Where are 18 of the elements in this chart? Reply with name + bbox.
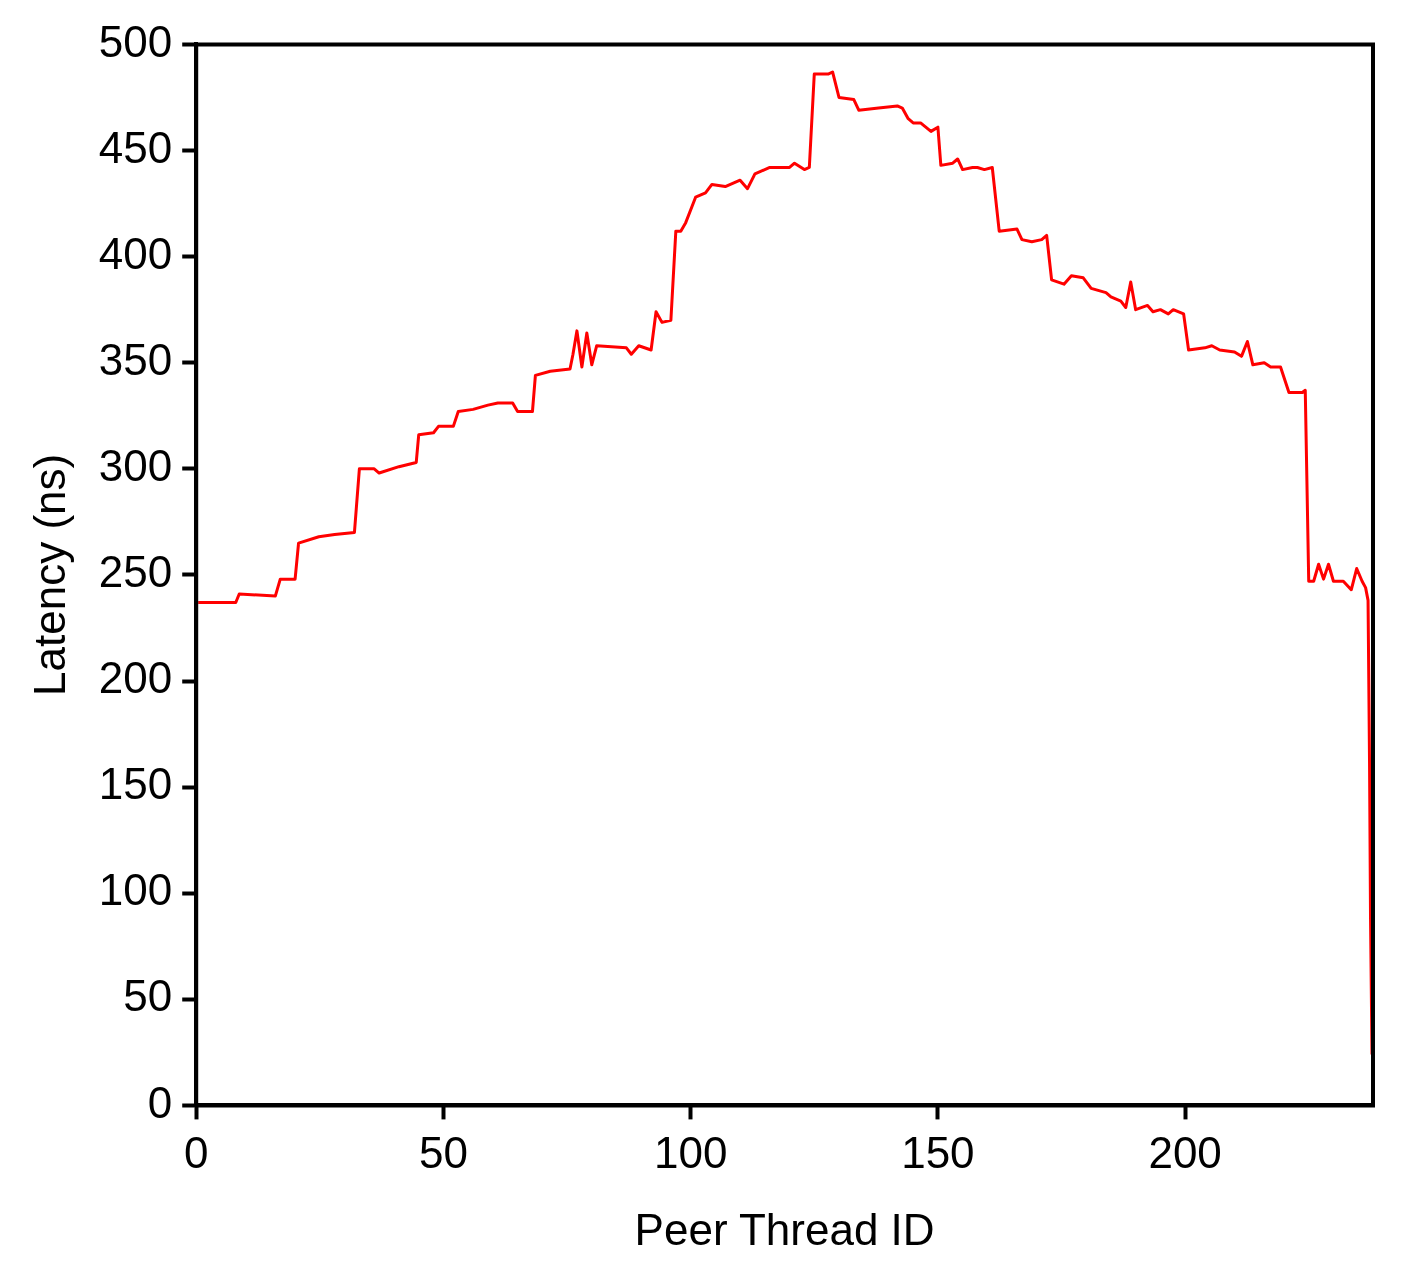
x-tick-label: 150 — [901, 1127, 975, 1177]
y-tick-label: 300 — [98, 440, 173, 490]
y-tick-label: 0 — [147, 1077, 173, 1127]
y-tick-label: 150 — [98, 759, 173, 809]
y-tick-label: 50 — [123, 971, 173, 1021]
x-tick-label: 200 — [1148, 1127, 1222, 1177]
y-tick-label: 450 — [98, 122, 173, 172]
x-axis-title: Peer Thread ID — [634, 1204, 935, 1254]
x-tick-label: 50 — [418, 1127, 468, 1177]
y-tick-label: 250 — [98, 547, 173, 597]
x-tick-label: 100 — [653, 1127, 728, 1177]
y-axis-title: Latency (ns) — [24, 453, 74, 696]
y-tick-label: 200 — [98, 653, 173, 703]
x-tick-label: 0 — [183, 1127, 209, 1177]
y-tick-label: 400 — [98, 228, 173, 278]
y-tick-label: 100 — [98, 865, 173, 915]
y-tick-label: 350 — [98, 334, 173, 384]
y-tick-label: 500 — [98, 16, 173, 66]
